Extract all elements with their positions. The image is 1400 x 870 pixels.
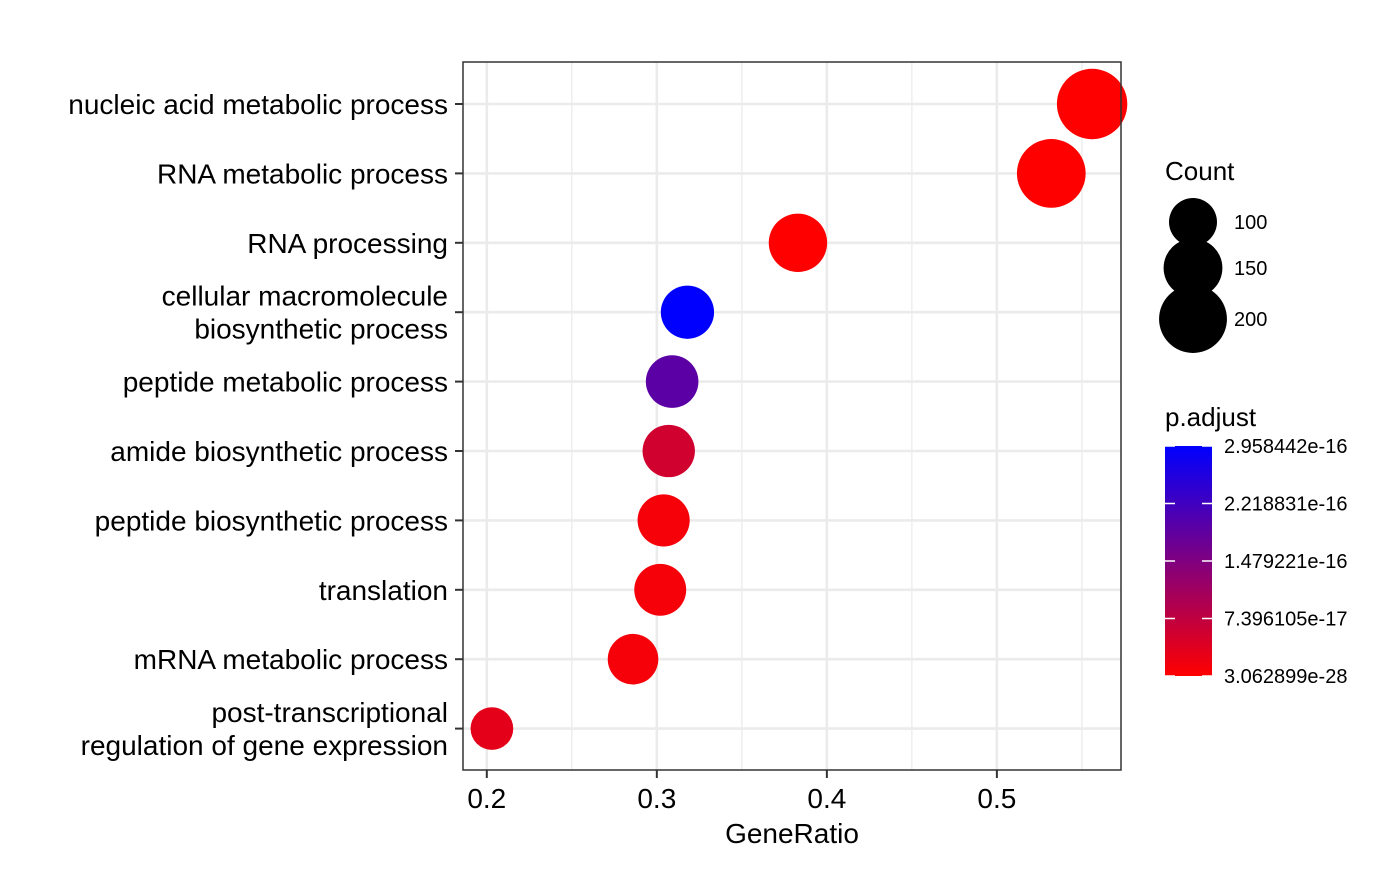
size-legend-title: Count: [1165, 156, 1235, 186]
y-tick-label: RNA metabolic process: [157, 158, 448, 189]
y-tick-label: translation: [319, 575, 448, 606]
x-axis-title: GeneRatio: [725, 818, 859, 849]
color-legend: p.adjust 2.958442e-16 2.218831e-16 1.47922…: [1165, 402, 1347, 688]
color-legend-title: p.adjust: [1165, 402, 1257, 432]
size-legend: Count 100 150 200: [1159, 156, 1267, 353]
data-point: [634, 563, 687, 616]
x-tick-label: 0.5: [977, 783, 1016, 814]
data-point: [637, 494, 690, 547]
color-legend-label: 2.218831e-16: [1224, 494, 1347, 516]
panel-border: [462, 61, 1122, 771]
y-tick-label-line: cellular macromolecule: [162, 281, 448, 312]
y-tick-label-line: regulation of gene expression: [81, 730, 448, 761]
size-legend-key: [1159, 285, 1227, 353]
y-tick-label: RNA processing: [247, 228, 448, 259]
data-point: [1016, 139, 1086, 208]
size-legend-key: [1169, 198, 1217, 246]
data-point: [607, 633, 659, 685]
color-legend-label: 1.479221e-16: [1224, 551, 1347, 573]
size-legend-label: 100: [1234, 212, 1267, 234]
data-point: [660, 285, 715, 339]
y-tick-label-line: RNA metabolic process: [157, 158, 448, 189]
x-axis: 0.2 0.3 0.4 0.5: [467, 770, 1016, 814]
color-legend-label: 7.396105e-17: [1224, 609, 1347, 631]
y-axis: nucleic acid metabolic process RNA metabo…: [68, 89, 463, 761]
size-legend-key: [1163, 238, 1223, 298]
y-tick-label: post-transcriptional regulation of gene e…: [81, 697, 448, 761]
y-tick-label: amide biosynthetic process: [110, 436, 448, 467]
size-legend-label: 150: [1234, 258, 1267, 280]
points-layer: [470, 68, 1128, 750]
y-tick-label-line: biosynthetic process: [194, 314, 448, 345]
color-legend-label: 2.958442e-16: [1224, 436, 1347, 458]
y-tick-label-line: nucleic acid metabolic process: [68, 89, 448, 120]
y-tick-label: mRNA metabolic process: [134, 644, 448, 675]
x-tick-label: 0.3: [637, 783, 676, 814]
data-point: [768, 213, 828, 272]
color-legend-label: 3.062899e-28: [1224, 666, 1347, 688]
y-tick-label-line: mRNA metabolic process: [134, 644, 448, 675]
y-tick-label-line: peptide biosynthetic process: [95, 505, 448, 536]
data-point: [642, 424, 695, 478]
size-legend-label: 200: [1234, 309, 1267, 331]
y-tick-label: peptide metabolic process: [123, 367, 448, 398]
y-tick-label: nucleic acid metabolic process: [68, 89, 448, 120]
x-tick-label: 0.2: [467, 783, 506, 814]
data-point: [470, 707, 514, 750]
y-tick-label-line: post-transcriptional: [211, 697, 448, 728]
x-tick-label: 0.4: [807, 783, 846, 814]
data-point: [645, 355, 699, 408]
grid-layer: [463, 62, 1121, 770]
y-tick-label-line: peptide metabolic process: [123, 367, 448, 398]
y-tick-label-line: translation: [319, 575, 448, 606]
y-tick-label-line: RNA processing: [247, 228, 448, 259]
data-point: [1056, 68, 1128, 140]
y-tick-label-line: amide biosynthetic process: [110, 436, 448, 467]
y-tick-label: cellular macromolecule biosynthetic proce…: [162, 281, 448, 345]
y-tick-label: peptide biosynthetic process: [95, 505, 448, 536]
